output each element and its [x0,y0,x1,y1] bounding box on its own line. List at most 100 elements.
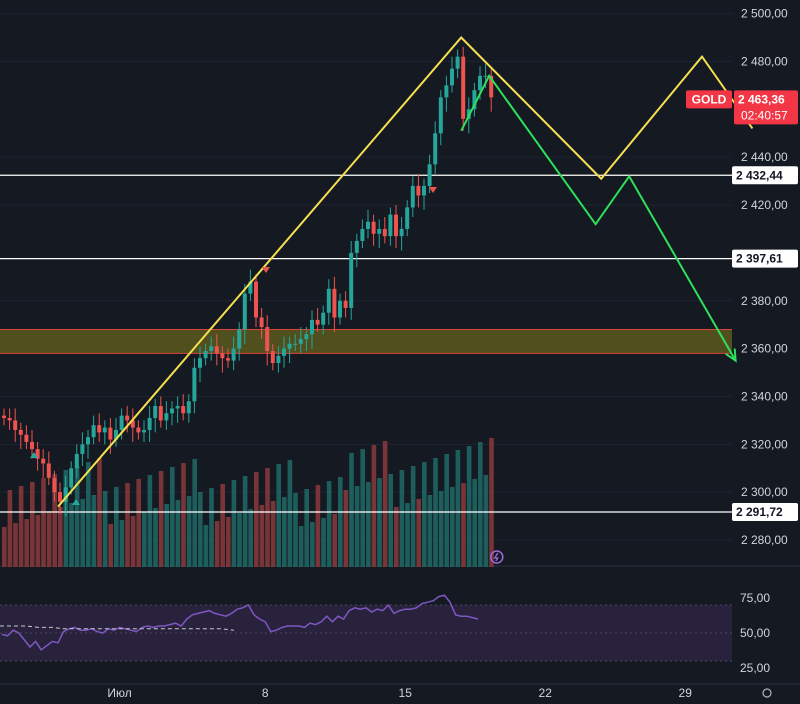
volume-bar [86,462,91,567]
candle [455,56,460,69]
rsi-tick-label: 50,00 [740,626,770,640]
candle [24,434,29,442]
volume-bar [35,515,41,567]
volume-bar [7,490,13,567]
candle [114,429,118,440]
candle [276,355,281,363]
candle [343,300,348,308]
level-badge [732,503,798,522]
signal-down-icon [429,187,437,193]
candles [2,47,494,517]
candle [332,288,337,318]
symbol-badge [686,90,732,109]
level-label: 2 291,72 [736,505,783,519]
candle [231,348,236,361]
volume-bar [332,514,337,567]
candle [444,85,449,98]
candle [86,437,90,445]
volume-bar [349,453,354,567]
price-tick-label: 2 360,00 [741,342,788,356]
volume-bar [63,470,69,567]
volume-bar [220,484,225,567]
volume-bar [91,495,97,567]
candle [41,458,46,464]
green-zigzag-path [460,73,737,362]
volume-bar [147,475,153,567]
volume-bar [354,486,360,567]
candle [377,228,382,234]
rsi-line [1,594,479,651]
volume-bar [427,495,433,567]
volume-bar [338,477,343,567]
volume-bar [142,512,147,567]
candle [259,317,264,328]
candle [354,240,359,253]
volume-bar [69,503,74,567]
candle [220,353,225,359]
candle [371,221,376,234]
time-tick-label: 15 [399,686,413,700]
candle [438,97,443,134]
candle [298,339,303,344]
candle [136,427,141,433]
volume-bar [310,522,315,567]
time-tick-label: 22 [539,686,553,700]
price-badges: 2 432,44 2 397,61 2 291,72 GOLD 2 463,36 02:4… [686,90,798,522]
candle [91,425,96,438]
drawn-paths [57,36,754,508]
volume-bar [158,471,164,567]
candle [147,418,152,430]
candle [338,300,342,318]
volume-bar [58,507,63,567]
candle [214,346,219,354]
symbol-label: GOLD [692,92,727,106]
level-label: 2 397,61 [736,252,783,266]
candle [125,415,130,421]
volume-bar [394,507,399,567]
time-axis: Июл 8 15 22 29 [107,686,692,700]
volume-bar [382,441,388,567]
rsi-pane [0,594,732,662]
volume-bar [265,468,270,567]
volume-bar [438,491,444,567]
price-tick-label: 2 480,00 [741,54,788,68]
candle [382,228,387,237]
volume-bar [226,517,231,567]
volume-bar [254,472,259,567]
volume-bar [164,504,169,567]
candle [58,492,62,502]
candle [97,425,102,433]
candle [315,319,320,325]
level-badge [732,166,798,185]
rsi-tick-label: 75,00 [740,591,770,605]
volume-bar [483,475,489,567]
candle [366,221,370,229]
candle [433,133,438,165]
zone-fill [0,329,732,354]
candle [46,463,51,478]
volume-bar [388,474,393,567]
volume-bar [270,501,276,567]
candle [80,444,85,454]
candle [248,281,253,294]
candle [164,413,169,421]
volume-bar [175,500,181,567]
volume-bar [366,482,371,567]
volume-bar [489,438,494,567]
candle [63,487,68,502]
candle [108,427,113,440]
lightning-bolt-icon [493,552,500,562]
price-tick-label: 2 440,00 [741,150,788,164]
volume-bar [478,442,483,567]
candle [254,281,258,318]
candle [321,312,326,325]
volume-bar [321,518,326,567]
candle [410,185,415,208]
volume-bar [472,479,477,567]
volume-bar [130,516,136,567]
lightning-icon [490,550,504,564]
candle [74,453,79,469]
volume-bar [405,503,410,567]
signal-up-icon [72,499,80,505]
